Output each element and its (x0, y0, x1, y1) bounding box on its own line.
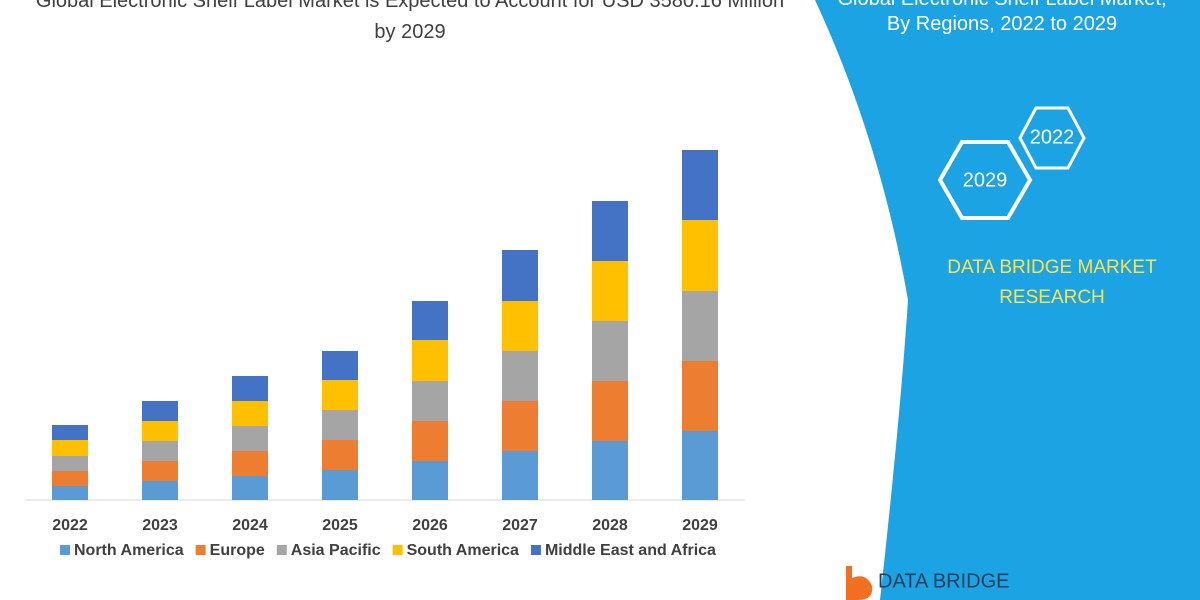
bar-segment (232, 376, 268, 401)
x-tick-label: 2024 (232, 517, 268, 534)
bar-segment (412, 381, 448, 421)
x-tick-label: 2025 (322, 517, 358, 534)
bar-segment (682, 291, 718, 361)
hex-label: 2022 (1030, 126, 1075, 148)
bar-segment (412, 421, 448, 461)
legend-label: North America (74, 542, 184, 559)
bar-segment (52, 486, 88, 500)
bar-segment (502, 301, 538, 351)
bar-segment (592, 441, 628, 500)
legend-swatch (392, 545, 403, 555)
legend-label: Asia Pacific (291, 542, 381, 559)
x-tick-label: 2023 (142, 517, 178, 534)
bar-segment (502, 451, 538, 500)
x-tick-label: 2026 (412, 517, 448, 534)
bar-segment (682, 150, 718, 220)
bar-segment (322, 440, 358, 470)
bar-segment (142, 441, 178, 461)
bar-segment (592, 381, 628, 441)
bar-segment (322, 410, 358, 440)
bar-segment (502, 351, 538, 401)
bar-segment (592, 201, 628, 261)
x-tick-label: 2029 (682, 517, 718, 534)
bar-segment (322, 380, 358, 410)
side-panel (815, 0, 1200, 600)
logo-text: DATA BRIDGE (878, 570, 1010, 592)
chart-title: Global Electronic Shelf Label Market is … (36, 0, 784, 43)
x-tick-label: 2028 (592, 517, 628, 534)
legend-label: Middle East and Africa (545, 542, 716, 559)
x-tick-label: 2027 (502, 517, 538, 534)
legend-label: Europe (210, 542, 265, 559)
bar-segment (52, 471, 88, 486)
panel-title: Global Electronic Shelf Label Market,By … (837, 0, 1166, 35)
legend-swatch (276, 545, 287, 555)
bar-segment (142, 461, 178, 481)
legend-swatch (195, 545, 206, 555)
logo-mark (846, 566, 873, 600)
legend-swatch (60, 545, 70, 555)
legend-swatch (530, 545, 541, 555)
bar-segment (322, 470, 358, 500)
legend-label: South America (407, 542, 519, 559)
brand: DATA BRIDGE MARKET RESEARCH (947, 257, 1157, 308)
bar-segment (592, 321, 628, 381)
bar-segment (52, 456, 88, 471)
bar-segment (52, 440, 88, 456)
bar-segment (682, 431, 718, 500)
plot: 2022 2023 2024 2025 2026 2027 2028 2029 North Am… (25, 150, 745, 559)
bar-segment (232, 426, 268, 451)
bar-segment (502, 250, 538, 301)
bar-segment (142, 481, 178, 500)
bar-segment (142, 421, 178, 441)
bar-segment (412, 340, 448, 381)
bar-segment (502, 401, 538, 451)
bar-segment (412, 301, 448, 340)
hex-label: 2029 (963, 169, 1008, 191)
bar-segment (52, 425, 88, 440)
x-tick-label: 2022 (52, 517, 88, 534)
bar-segment (232, 451, 268, 476)
bar-segment (232, 476, 268, 500)
bar-segment (682, 220, 718, 291)
hexagon (1018, 106, 1086, 170)
bar-segment (142, 401, 178, 421)
hexagon (937, 140, 1033, 220)
bar-segment (592, 261, 628, 321)
bar-segment (232, 401, 268, 426)
bar-segment (682, 361, 718, 431)
bar-segment (322, 351, 358, 380)
bar-segment (412, 461, 448, 500)
